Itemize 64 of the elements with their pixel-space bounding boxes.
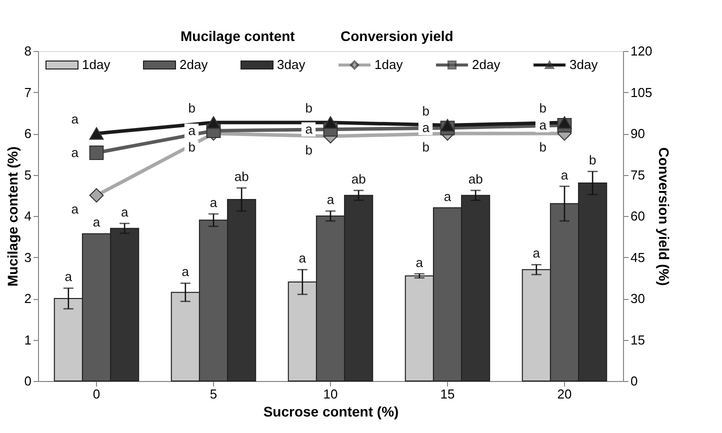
data-label: a xyxy=(532,246,541,261)
y2-tick-label: 105 xyxy=(630,84,652,100)
data-label: a xyxy=(305,121,314,136)
data-label: ab xyxy=(351,171,366,186)
data-label: a xyxy=(188,122,196,138)
x-tick-label: 10 xyxy=(323,386,338,402)
data-label: a xyxy=(422,120,430,135)
data-label: b xyxy=(588,152,596,168)
data-label: a xyxy=(210,194,218,210)
data-label: a xyxy=(92,214,101,230)
data-label: b xyxy=(422,140,430,154)
legend-label: 2day xyxy=(180,57,208,72)
y-tick-label: 0 xyxy=(24,374,32,388)
y-tick-label: 8 xyxy=(24,44,32,58)
data-label: a xyxy=(444,188,452,204)
data-label: b xyxy=(305,142,312,158)
data-label: a xyxy=(120,204,129,220)
x-axis-title: Sucrose content (%) xyxy=(263,404,399,420)
y-tick-label: 5 xyxy=(24,167,32,182)
legend-label: 3day xyxy=(277,57,306,72)
legend-label: 1day xyxy=(374,57,404,72)
data-label: a xyxy=(64,269,73,284)
legend-label: 3day xyxy=(570,57,598,72)
y2-tick-label: 30 xyxy=(630,291,645,306)
data-label: a xyxy=(71,201,80,216)
x-tick-label: 15 xyxy=(440,386,455,402)
data-label: a xyxy=(416,254,424,270)
y2-tick-label: 75 xyxy=(630,167,645,182)
data-label: ab xyxy=(468,171,483,186)
y2-axis-title: Conversion yield (%) xyxy=(656,147,672,286)
y-tick-label: 3 xyxy=(24,250,32,265)
text: Mucilage content xyxy=(180,28,296,44)
data-label: b xyxy=(539,140,546,154)
data-label: b xyxy=(188,100,196,116)
y2-tick-label: 60 xyxy=(630,208,645,224)
data-label: b xyxy=(305,100,312,116)
data-label: a xyxy=(298,250,307,266)
x-tick-label: 0 xyxy=(92,386,100,402)
y-tick-label: 7 xyxy=(24,84,32,100)
y-tick-label: 2 xyxy=(24,291,32,306)
y2-tick-label: 90 xyxy=(630,126,645,141)
text: Conversion yield xyxy=(340,28,454,44)
legend-label: 2day xyxy=(472,57,501,72)
data-label: a xyxy=(326,192,335,208)
y-tick-label: 6 xyxy=(24,126,32,141)
data-label: a xyxy=(539,117,548,132)
data-label: a xyxy=(182,264,190,280)
data-label: a xyxy=(560,167,569,182)
x-tick-label: 20 xyxy=(557,386,572,402)
data-label: b xyxy=(539,100,546,116)
data-label: a xyxy=(71,144,80,160)
data-label: b xyxy=(422,103,430,118)
data-label: b xyxy=(188,140,196,154)
data-label: ab xyxy=(234,168,249,184)
data-label: a xyxy=(71,112,80,126)
y2-tick-label: 15 xyxy=(630,332,645,348)
y2-tick-label: 0 xyxy=(630,374,638,388)
legend-label: 1day xyxy=(82,57,111,72)
y-tick-label: 4 xyxy=(24,208,32,224)
y2-tick-label: 45 xyxy=(630,250,645,265)
y-axis-title: Mucilage content (%) xyxy=(4,146,20,287)
y2-tick-label: 120 xyxy=(630,44,652,58)
y-tick-label: 1 xyxy=(24,332,32,348)
x-tick-label: 5 xyxy=(210,386,218,402)
